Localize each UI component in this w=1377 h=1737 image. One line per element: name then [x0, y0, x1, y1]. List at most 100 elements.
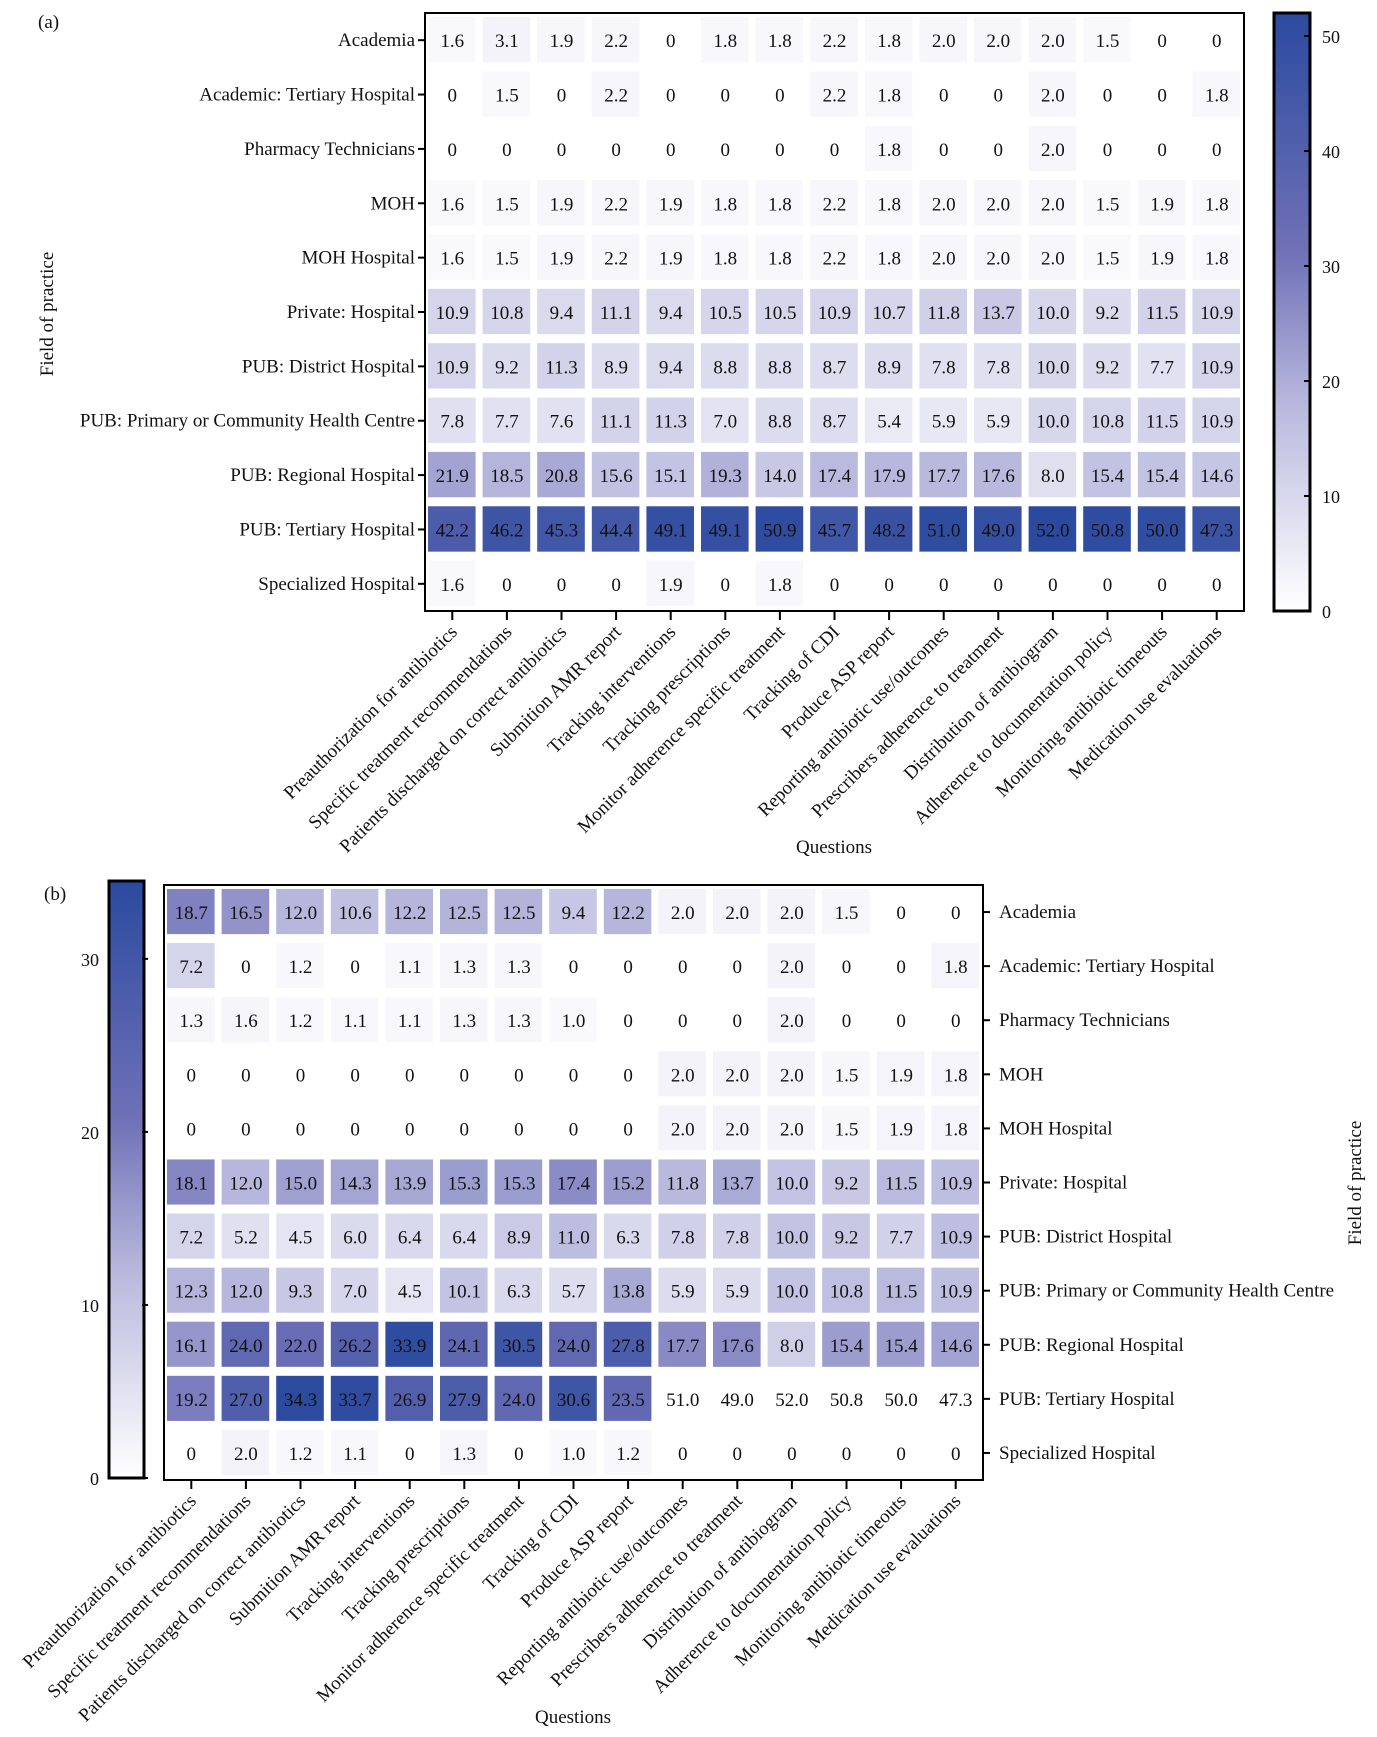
- cell-value-label: 12.0: [229, 1174, 262, 1195]
- cell-value-label: 1.8: [713, 31, 737, 52]
- cell-value-label: 10.9: [436, 357, 469, 378]
- heatmap-cell: [1028, 17, 1077, 63]
- heatmap-cell: [221, 1105, 270, 1151]
- panel-label-a: (a): [38, 12, 59, 33]
- heatmap-cell: [810, 451, 858, 498]
- cell-value-label: 1.9: [659, 575, 683, 596]
- heatmap-cell: [549, 943, 597, 989]
- cell-value-label: 21.9: [436, 466, 469, 487]
- heatmap-cell: [876, 889, 925, 935]
- heatmap-cell: [1028, 506, 1077, 552]
- heatmap-cell: [276, 889, 324, 935]
- cell-value-label: 0: [187, 1444, 197, 1465]
- cell-value-label: 2.0: [932, 31, 956, 52]
- heatmap-cell: [755, 397, 804, 443]
- y-tick-label: Pharmacy Technicians: [999, 1010, 1170, 1031]
- cell-value-label: 15.3: [502, 1174, 535, 1195]
- cell-value-label: 0: [1103, 86, 1113, 107]
- heatmap-cell: [810, 506, 858, 552]
- heatmap-cell: [549, 1429, 597, 1475]
- cell-value-label: 9.4: [562, 903, 586, 924]
- heatmap-cell: [646, 17, 694, 63]
- heatmap-cell: [221, 889, 270, 935]
- heatmap-cell: [440, 1321, 488, 1367]
- cell-value-label: 18.7: [175, 903, 208, 924]
- heatmap-cell: [482, 451, 531, 498]
- heatmap-cell: [658, 1213, 706, 1259]
- y-tick-label: Academia: [999, 902, 1077, 923]
- heatmap-cell: [330, 1051, 379, 1097]
- heatmap-cell: [330, 1159, 379, 1205]
- heatmap-cell: [221, 1159, 270, 1205]
- cell-value-label: 9.4: [659, 357, 683, 378]
- heatmap-cell: [822, 1375, 870, 1421]
- heatmap-cell: [494, 1375, 543, 1421]
- cell-value-label: 0: [884, 575, 894, 596]
- heatmap-cell: [864, 560, 913, 606]
- heatmap-cell: [221, 1429, 270, 1475]
- cell-value-label: 0: [733, 957, 743, 978]
- cell-value-label: 15.6: [599, 466, 632, 487]
- cell-value-label: 50.0: [1145, 520, 1178, 541]
- heatmap-cell: [428, 17, 476, 63]
- cell-value-label: 1.5: [495, 194, 519, 215]
- heatmap-cell: [440, 1267, 488, 1313]
- heatmap-cell: [919, 125, 967, 172]
- heatmap-cell: [767, 943, 816, 989]
- cell-value-label: 1.5: [1096, 249, 1120, 270]
- cell-value-label: 0: [557, 140, 567, 161]
- heatmap-cell: [713, 1375, 761, 1421]
- x-axis-title-b: Questions: [535, 1707, 611, 1728]
- panel-label-b: (b): [44, 884, 66, 905]
- cell-value-label: 1.5: [495, 86, 519, 107]
- cell-value-label: 5.7: [562, 1282, 586, 1303]
- cell-value-label: 2.2: [604, 86, 628, 107]
- heatmap-cell: [385, 943, 433, 989]
- heatmap-cell: [167, 1321, 215, 1367]
- cell-value-label: 10.5: [763, 303, 796, 324]
- y-tick-label: Academia: [338, 30, 416, 51]
- heatmap-cell: [1137, 506, 1186, 552]
- cell-value-label: 16.5: [229, 903, 262, 924]
- cell-value-label: 45.3: [545, 520, 578, 541]
- cell-value-label: 0: [514, 1444, 524, 1465]
- heatmap-cell: [1137, 71, 1186, 117]
- heatmap-cell: [755, 180, 804, 226]
- heatmap-cell: [537, 288, 585, 335]
- heatmap-cell: [701, 180, 749, 226]
- cell-value-label: 0: [951, 1444, 961, 1465]
- cell-value-label: 2.0: [986, 31, 1010, 52]
- cell-value-label: 1.9: [889, 1119, 913, 1140]
- heatmap-cell: [1137, 125, 1186, 172]
- cell-value-label: 51.0: [927, 520, 960, 541]
- cell-value-label: 0: [733, 1011, 743, 1032]
- heatmap-cell: [701, 71, 749, 117]
- cell-value-label: 7.8: [440, 412, 464, 433]
- cell-value-label: 12.5: [502, 903, 535, 924]
- heatmap-cell: [822, 1429, 870, 1475]
- cell-value-label: 0: [951, 1011, 961, 1032]
- cell-value-label: 0: [721, 140, 731, 161]
- heatmap-cell: [1192, 180, 1240, 226]
- colorbar-tick-label: 40: [1322, 142, 1340, 162]
- cell-value-label: 2.0: [780, 1065, 804, 1086]
- heatmap-cell: [537, 17, 585, 63]
- heatmap-cell: [428, 560, 476, 606]
- cell-value-label: 1.9: [1150, 249, 1174, 270]
- heatmap-cell: [931, 1213, 979, 1259]
- cell-value-label: 30.6: [557, 1390, 590, 1411]
- heatmap-cell: [919, 343, 967, 389]
- heatmap-cell: [494, 1051, 543, 1097]
- heatmap-cell: [822, 1321, 870, 1367]
- cell-value-label: 11.1: [600, 303, 633, 324]
- cell-value-label: 4.5: [398, 1282, 422, 1303]
- cell-value-label: 49.1: [709, 520, 742, 541]
- heatmap-cell: [482, 180, 531, 226]
- cell-value-label: 1.6: [440, 249, 464, 270]
- heatmap-cell: [876, 1321, 925, 1367]
- heatmap-cell: [276, 1213, 324, 1259]
- cell-value-label: 14.6: [939, 1336, 972, 1357]
- heatmap-cell: [1083, 288, 1131, 335]
- cell-value-label: 17.6: [721, 1336, 754, 1357]
- cell-value-label: 27.8: [611, 1336, 644, 1357]
